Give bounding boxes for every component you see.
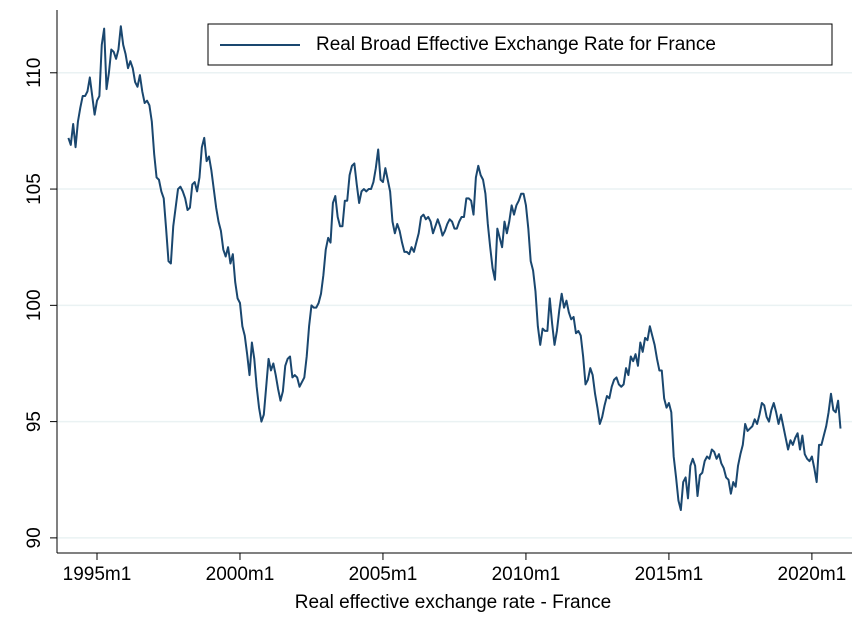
x-tick-label: 2010m1	[492, 564, 561, 585]
y-tick-label: 95	[24, 411, 45, 432]
legend-label: Real Broad Effective Exchange Rate for F…	[316, 34, 716, 55]
x-tick-label: 1995m1	[63, 564, 132, 585]
y-tick-label: 90	[24, 527, 45, 548]
y-tick-label: 100	[24, 289, 45, 321]
x-tick-label: 2005m1	[349, 564, 418, 585]
x-axis-label: Real effective exchange rate - France	[295, 592, 612, 613]
y-tick-label: 105	[24, 173, 45, 205]
legend-box	[207, 23, 833, 66]
y-tick-label: 110	[24, 58, 45, 88]
x-tick-label: 2020m1	[778, 564, 847, 585]
x-tick-label: 2015m1	[635, 564, 704, 585]
line-series	[67, 25, 842, 511]
legend: Real Broad Effective Exchange Rate for F…	[207, 23, 833, 66]
x-tick-label: 2000m1	[206, 564, 275, 585]
